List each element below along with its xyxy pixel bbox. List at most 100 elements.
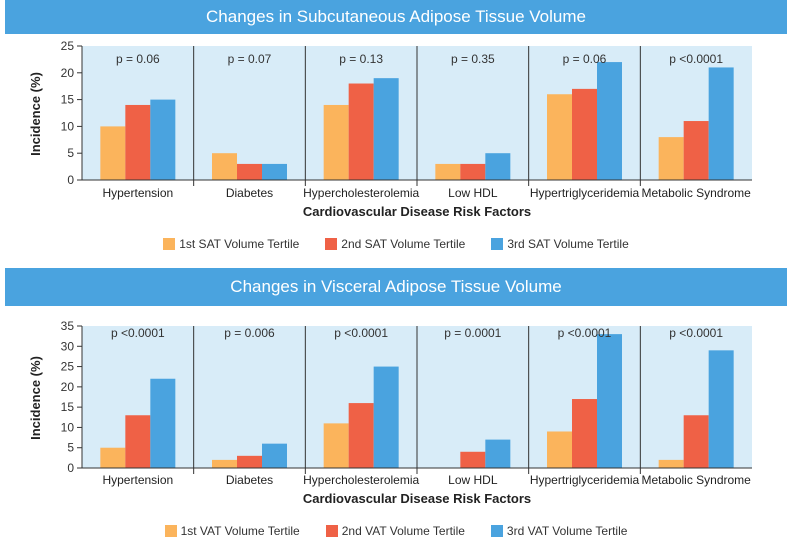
bar (348, 83, 374, 180)
y-tick-label: 10 (61, 119, 75, 133)
legend-item: 1st SAT Volume Tertile (163, 237, 299, 251)
chart-legend: 1st VAT Volume Tertile 2nd VAT Volume Te… (0, 524, 792, 538)
y-tick-label: 25 (61, 39, 75, 53)
category-label: Hypertriglyceridemia (530, 186, 640, 200)
chart-title: Changes in Visceral Adipose Tissue Volum… (5, 268, 787, 306)
category-label: Diabetes (226, 473, 273, 487)
y-tick-label: 35 (61, 319, 75, 333)
bar (212, 459, 237, 468)
legend-label: 2nd SAT Volume Tertile (341, 237, 466, 251)
legend-item: 2nd VAT Volume Tertile (325, 524, 465, 538)
p-value-label: p = 0.06 (116, 52, 160, 66)
bar (683, 415, 709, 468)
bar (125, 415, 151, 468)
bar (237, 455, 262, 468)
bar (708, 350, 734, 468)
p-value-label: p = 0.006 (224, 326, 275, 340)
vat-bar-chart: 0 5 10 15 20 25 30 35 Hypertension p <0.0001 Diabe… (28, 319, 752, 506)
category-label: Metabolic Syndrome (641, 186, 751, 200)
bar (597, 62, 622, 180)
legend-item: 1st VAT Volume Tertile (164, 524, 300, 538)
legend-label: 3rd SAT Volume Tertile (507, 237, 629, 251)
legend-swatch (325, 525, 338, 537)
bar (572, 88, 597, 180)
x-axis-title: Cardiovascular Disease Risk Factors (303, 204, 531, 219)
y-tick-label: 15 (61, 93, 75, 107)
bar (658, 137, 684, 180)
y-tick-label: 25 (61, 360, 75, 374)
category-label: Hypercholesterolemia (303, 186, 419, 200)
bar (150, 99, 176, 180)
y-tick-label: 20 (61, 66, 75, 80)
bar (658, 459, 684, 468)
p-value-label: p <0.0001 (669, 52, 723, 66)
bar (125, 104, 151, 180)
category-label: Metabolic Syndrome (641, 473, 751, 487)
bar (373, 78, 399, 180)
legend-item: 2nd SAT Volume Tertile (325, 237, 465, 251)
x-axis-title: Cardiovascular Disease Risk Factors (303, 491, 531, 506)
legend-item: 3rd SAT Volume Tertile (491, 237, 629, 251)
p-value-label: p <0.0001 (334, 326, 388, 340)
bar (323, 423, 349, 468)
bar (460, 163, 486, 180)
bar (100, 126, 126, 180)
bar (262, 163, 287, 180)
bar (547, 431, 572, 468)
bar (547, 94, 572, 180)
sat-bar-chart: 0 5 10 15 20 25 Hypertension p = 0.06 Diabetes p … (28, 39, 752, 219)
y-tick-label: 5 (67, 146, 74, 160)
category-label: Hypercholesterolemia (303, 473, 419, 487)
p-value-label: p = 0.07 (228, 52, 272, 66)
bar (262, 443, 287, 468)
bar (683, 121, 709, 180)
bar (460, 451, 486, 468)
legend-swatch (491, 238, 504, 250)
legend-label: 1st VAT Volume Tertile (180, 524, 300, 538)
legend-label: 2nd VAT Volume Tertile (341, 524, 465, 538)
bar (348, 403, 374, 468)
bar (597, 334, 622, 468)
p-value-label: p <0.0001 (111, 326, 165, 340)
y-tick-label: 30 (61, 339, 75, 353)
bar (237, 163, 262, 180)
legend-label: 1st SAT Volume Tertile (179, 237, 300, 251)
y-tick-label: 10 (61, 420, 75, 434)
bar (212, 153, 237, 180)
legend-swatch (163, 238, 176, 250)
bar (435, 163, 461, 180)
category-label: Hypertriglyceridemia (530, 473, 640, 487)
bar (373, 366, 399, 468)
category-label: Low HDL (448, 186, 498, 200)
legend-swatch (164, 525, 177, 537)
chart-title: Changes in Subcutaneous Adipose Tissue V… (5, 0, 787, 34)
y-tick-label: 20 (61, 380, 75, 394)
legend-label: 3rd VAT Volume Tertile (506, 524, 628, 538)
y-tick-label: 5 (67, 441, 74, 455)
category-label: Hypertension (102, 473, 173, 487)
y-tick-label: 0 (67, 173, 74, 187)
category-label: Diabetes (226, 186, 273, 200)
category-label: Hypertension (102, 186, 173, 200)
p-value-label: p = 0.13 (339, 52, 383, 66)
legend-swatch (325, 238, 338, 250)
chart-legend: 1st SAT Volume Tertile 2nd SAT Volume Te… (0, 237, 792, 251)
p-value-label: p <0.0001 (558, 326, 612, 340)
legend-item: 3rd VAT Volume Tertile (490, 524, 628, 538)
y-tick-label: 15 (61, 400, 75, 414)
p-value-label: p <0.0001 (669, 326, 723, 340)
y-axis-title: Incidence (%) (28, 356, 43, 440)
p-value-label: p = 0.06 (563, 52, 607, 66)
y-axis-title: Incidence (%) (28, 72, 43, 156)
p-value-label: p = 0.0001 (444, 326, 501, 340)
bar (485, 439, 511, 468)
y-tick-label: 0 (67, 461, 74, 475)
bar (100, 447, 126, 468)
p-value-label: p = 0.35 (451, 52, 495, 66)
bar (150, 378, 176, 468)
legend-swatch (490, 525, 503, 537)
bar (485, 153, 511, 180)
bar (572, 399, 597, 468)
category-label: Low HDL (448, 473, 498, 487)
bar (323, 104, 349, 180)
